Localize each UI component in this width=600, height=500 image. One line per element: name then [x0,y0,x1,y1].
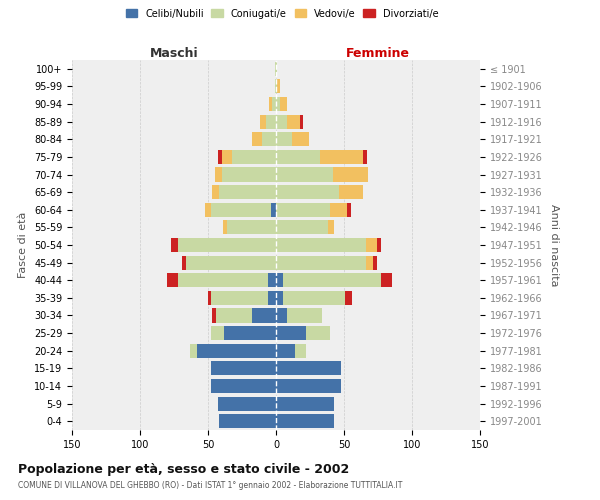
Bar [287,308,322,322]
Bar [212,308,216,322]
Bar [276,150,320,164]
Bar [276,202,331,217]
Bar [211,291,268,305]
Bar [275,80,276,94]
Bar [283,273,381,287]
Bar [276,379,341,393]
Bar [276,114,287,128]
Bar [381,273,392,287]
Bar [276,97,280,111]
Bar [280,97,287,111]
Bar [363,150,367,164]
Bar [182,256,186,270]
Bar [287,114,301,128]
Bar [333,168,368,181]
Bar [272,97,276,111]
Bar [171,238,178,252]
Bar [366,256,373,270]
Bar [347,202,351,217]
Bar [276,80,277,94]
Bar [276,132,292,146]
Bar [221,150,232,164]
Bar [218,150,221,164]
Bar [301,114,303,128]
Bar [295,344,306,358]
Bar [276,326,306,340]
Bar [221,168,276,181]
Bar [276,344,295,358]
Bar [186,256,276,270]
Bar [276,308,287,322]
Bar [276,185,338,199]
Bar [251,308,276,322]
Bar [216,308,251,322]
Bar [328,220,334,234]
Bar [215,168,221,181]
Bar [211,362,276,376]
Bar [331,202,347,217]
Bar [232,150,276,164]
Bar [268,291,276,305]
Bar [223,220,227,234]
Bar [277,80,280,94]
Bar [197,344,276,358]
Bar [346,291,352,305]
Bar [275,62,276,76]
Bar [276,220,328,234]
Text: Maschi: Maschi [149,47,199,60]
Bar [377,238,381,252]
Bar [269,97,272,111]
Bar [227,220,276,234]
Bar [224,326,276,340]
Bar [276,396,334,410]
Bar [190,344,197,358]
Bar [283,291,346,305]
Bar [276,168,333,181]
Bar [219,185,276,199]
Bar [208,291,211,305]
Bar [260,114,266,128]
Bar [276,291,283,305]
Bar [373,256,377,270]
Bar [306,326,331,340]
Bar [276,62,277,76]
Bar [211,202,271,217]
Bar [211,326,224,340]
Bar [276,362,341,376]
Text: COMUNE DI VILLANOVA DEL GHEBBO (RO) - Dati ISTAT 1° gennaio 2002 - Elaborazione : COMUNE DI VILLANOVA DEL GHEBBO (RO) - Da… [18,481,403,490]
Bar [178,273,268,287]
Bar [262,132,276,146]
Bar [205,202,211,217]
Bar [320,150,363,164]
Text: Femmine: Femmine [346,47,410,60]
Bar [251,132,262,146]
Legend: Celibi/Nubili, Coniugati/e, Vedovi/e, Divorziati/e: Celibi/Nubili, Coniugati/e, Vedovi/e, Di… [122,5,442,22]
Bar [271,202,276,217]
Bar [276,414,334,428]
Text: Popolazione per età, sesso e stato civile - 2002: Popolazione per età, sesso e stato civil… [18,462,349,475]
Bar [219,414,276,428]
Bar [178,238,276,252]
Bar [268,273,276,287]
Bar [292,132,308,146]
Bar [276,238,366,252]
Bar [276,256,366,270]
Bar [218,396,276,410]
Bar [167,273,178,287]
Bar [276,273,283,287]
Y-axis label: Anni di nascita: Anni di nascita [549,204,559,286]
Bar [338,185,363,199]
Y-axis label: Fasce di età: Fasce di età [19,212,28,278]
Bar [211,379,276,393]
Bar [266,114,276,128]
Bar [366,238,377,252]
Bar [212,185,219,199]
